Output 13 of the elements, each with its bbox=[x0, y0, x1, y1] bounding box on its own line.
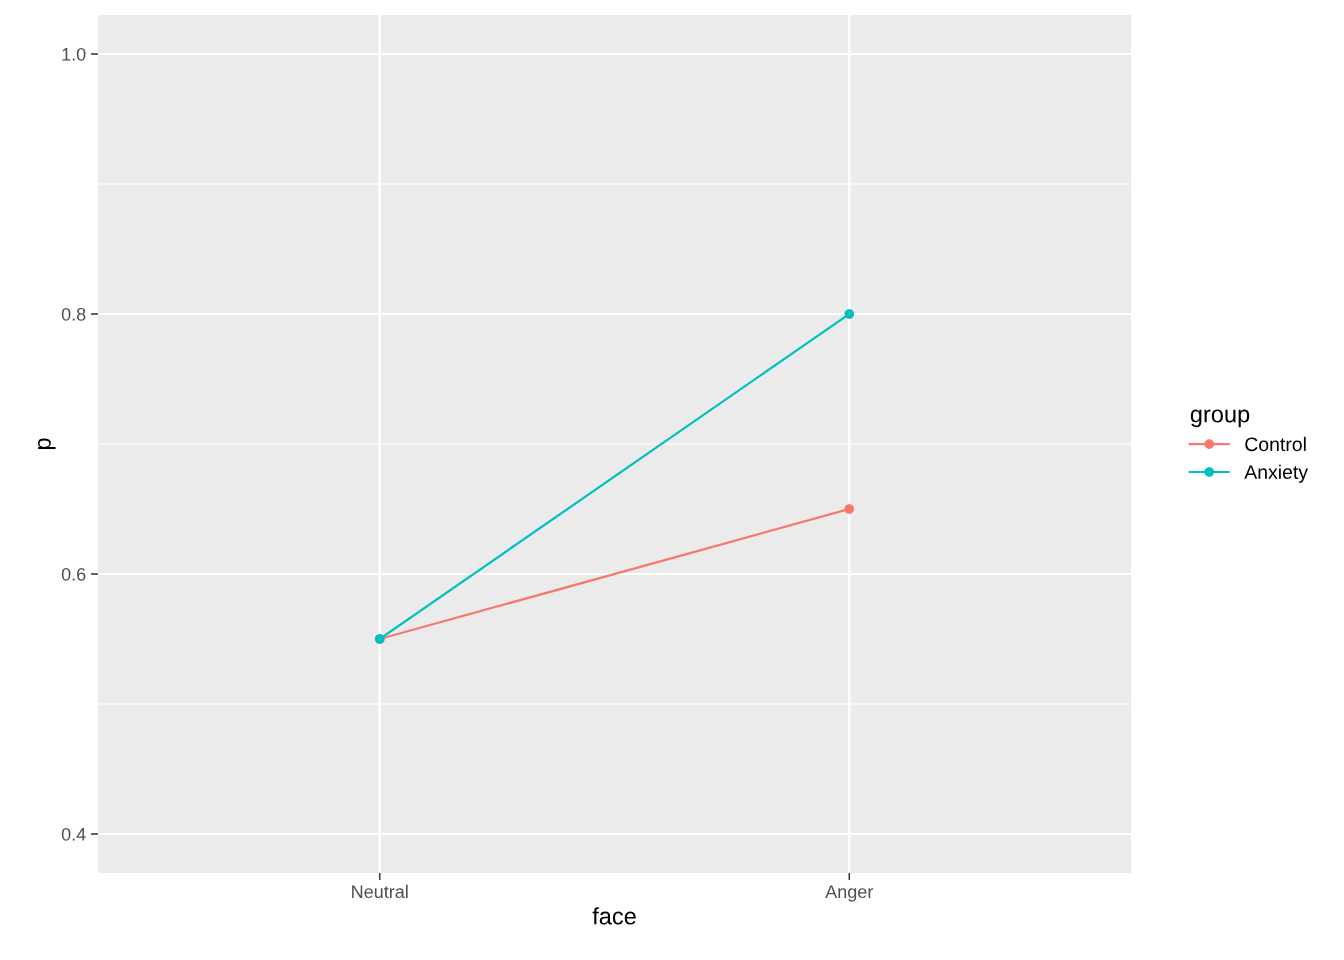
legend-title: group bbox=[1190, 409, 1250, 428]
y-tick-label: 0.4 bbox=[61, 827, 86, 841]
y-axis-title: p bbox=[37, 438, 56, 450]
point bbox=[844, 309, 855, 319]
y-tick-label: 0.6 bbox=[61, 567, 86, 581]
point bbox=[844, 504, 855, 514]
x-tick-label: Neutral bbox=[352, 884, 408, 899]
y-tick-label: 0.8 bbox=[61, 307, 86, 321]
legend-label: Control bbox=[1245, 436, 1306, 452]
y-tick-label: 1.0 bbox=[62, 47, 86, 61]
x-tick-label: Anger bbox=[825, 885, 874, 902]
x-axis-title: face bbox=[592, 907, 636, 925]
legend-label: Anxiety bbox=[1244, 464, 1308, 483]
